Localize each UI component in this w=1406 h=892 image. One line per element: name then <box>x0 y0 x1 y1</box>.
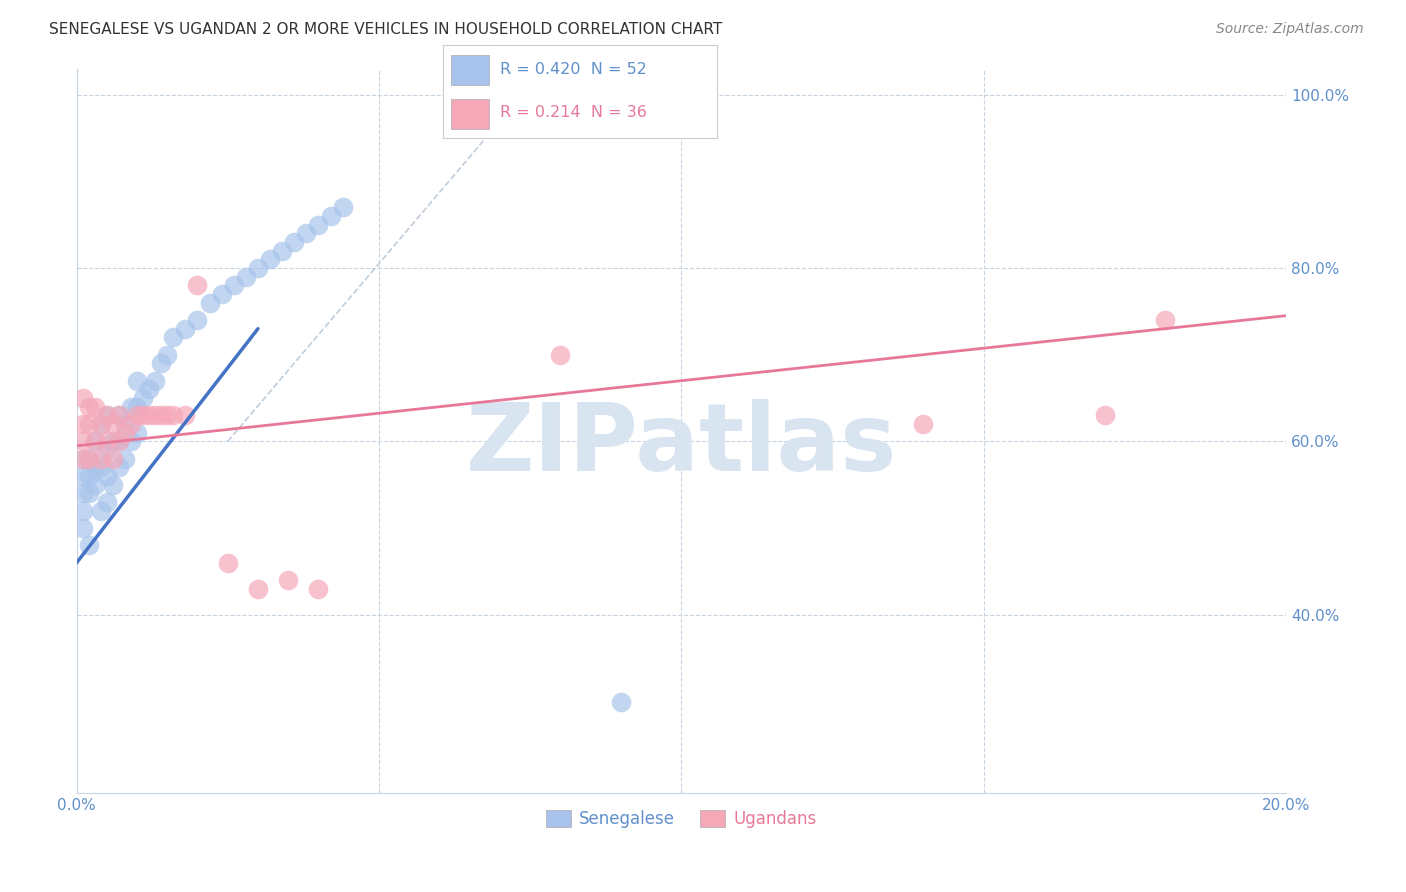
Point <box>96 495 118 509</box>
Point <box>235 269 257 284</box>
Point <box>156 409 179 423</box>
Point <box>90 417 112 431</box>
Point <box>222 278 245 293</box>
Point <box>77 539 100 553</box>
Point <box>186 313 208 327</box>
Point <box>610 695 633 709</box>
Point <box>1154 313 1177 327</box>
Point <box>319 209 342 223</box>
Point <box>96 409 118 423</box>
Point <box>108 460 131 475</box>
Point <box>83 477 105 491</box>
Point <box>101 434 124 449</box>
Point <box>162 409 184 423</box>
Point <box>125 374 148 388</box>
Point <box>132 409 155 423</box>
Point <box>72 451 94 466</box>
Point <box>77 417 100 431</box>
Point <box>162 330 184 344</box>
Point <box>72 451 94 466</box>
Point <box>246 582 269 596</box>
Point <box>90 417 112 431</box>
Point <box>96 434 118 449</box>
Point <box>72 469 94 483</box>
Text: ZIPatlas: ZIPatlas <box>465 399 897 491</box>
Point <box>138 383 160 397</box>
Point <box>307 582 329 596</box>
Point <box>550 348 572 362</box>
Point <box>174 409 197 423</box>
Point <box>83 434 105 449</box>
Point <box>259 252 281 267</box>
Point <box>72 417 94 431</box>
Point <box>77 451 100 466</box>
Point <box>307 218 329 232</box>
Point <box>72 391 94 405</box>
Point <box>90 451 112 466</box>
Point <box>277 573 299 587</box>
Point <box>83 434 105 449</box>
Point <box>72 504 94 518</box>
Point <box>150 409 173 423</box>
Point <box>332 200 354 214</box>
Point <box>1094 409 1116 423</box>
Point <box>125 409 148 423</box>
Point <box>114 425 136 440</box>
Point <box>271 244 294 258</box>
Point <box>90 460 112 475</box>
Point <box>211 287 233 301</box>
Point <box>72 434 94 449</box>
Point <box>143 374 166 388</box>
Point <box>186 278 208 293</box>
Point <box>114 451 136 466</box>
Point <box>150 356 173 370</box>
Point <box>77 469 100 483</box>
Text: SENEGALESE VS UGANDAN 2 OR MORE VEHICLES IN HOUSEHOLD CORRELATION CHART: SENEGALESE VS UGANDAN 2 OR MORE VEHICLES… <box>49 22 723 37</box>
FancyBboxPatch shape <box>451 99 489 129</box>
Point <box>77 400 100 414</box>
Point <box>138 409 160 423</box>
Point <box>912 417 935 431</box>
Text: R = 0.420  N = 52: R = 0.420 N = 52 <box>501 62 647 78</box>
Point <box>295 227 318 241</box>
Point <box>132 391 155 405</box>
Point <box>108 409 131 423</box>
Point <box>108 434 131 449</box>
Point <box>174 321 197 335</box>
Point <box>96 469 118 483</box>
FancyBboxPatch shape <box>451 55 489 85</box>
Point <box>108 434 131 449</box>
Point <box>246 260 269 275</box>
Point <box>72 486 94 500</box>
Legend: Senegalese, Ugandans: Senegalese, Ugandans <box>538 804 824 835</box>
Point <box>108 409 131 423</box>
Point <box>120 434 142 449</box>
Text: R = 0.214  N = 36: R = 0.214 N = 36 <box>501 105 647 120</box>
Point <box>101 451 124 466</box>
Point <box>217 556 239 570</box>
Point <box>283 235 305 249</box>
Point <box>83 400 105 414</box>
Point <box>125 400 148 414</box>
Point <box>96 409 118 423</box>
Point <box>83 460 105 475</box>
Point <box>120 400 142 414</box>
Point <box>101 417 124 431</box>
Point <box>77 486 100 500</box>
Point <box>90 504 112 518</box>
Point <box>125 425 148 440</box>
Point <box>72 521 94 535</box>
Point <box>114 417 136 431</box>
Point <box>156 348 179 362</box>
Point <box>198 295 221 310</box>
Point <box>143 409 166 423</box>
Point <box>101 477 124 491</box>
Point <box>96 443 118 458</box>
Point <box>120 417 142 431</box>
Text: Source: ZipAtlas.com: Source: ZipAtlas.com <box>1216 22 1364 37</box>
Point <box>77 451 100 466</box>
